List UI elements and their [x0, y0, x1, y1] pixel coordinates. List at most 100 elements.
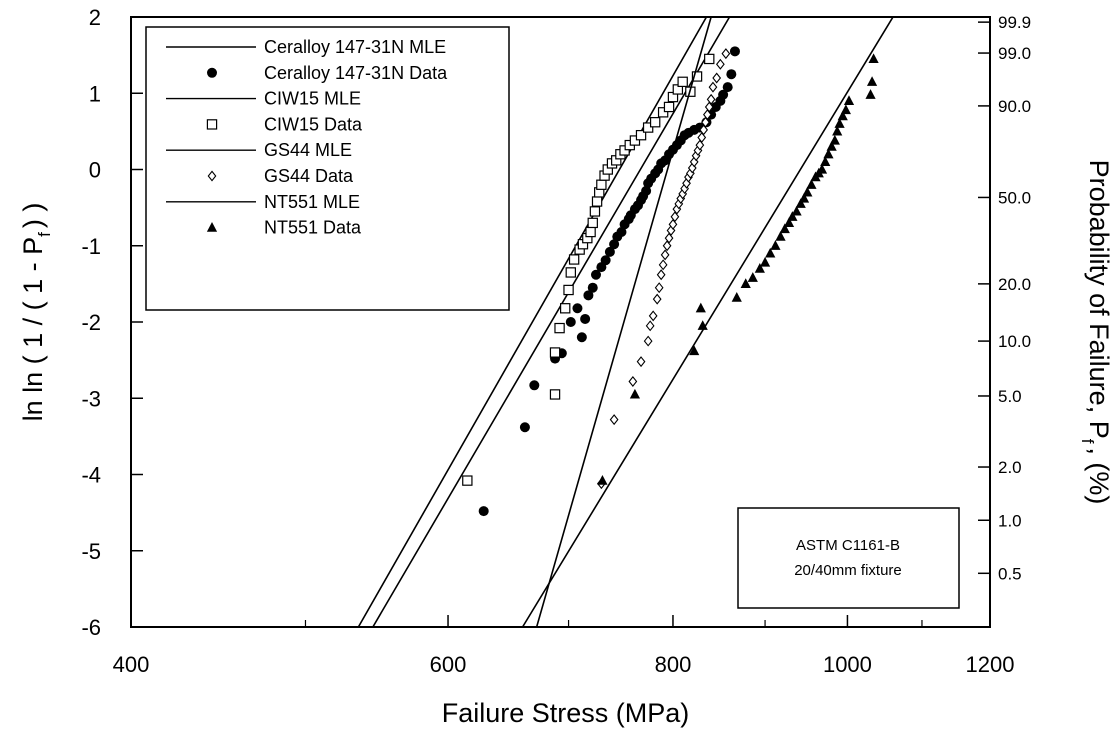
- series-ceralloy-147-31n-data: [478, 46, 740, 517]
- legend-entry: GS44 Data: [207, 166, 354, 186]
- legend-marker-swatch: [206, 119, 218, 130]
- data-point: [704, 101, 714, 113]
- y2-tick-label: 99.9: [998, 13, 1031, 32]
- y-axis-title-subscript: f: [35, 232, 54, 237]
- data-point: [715, 58, 725, 70]
- data-point: [795, 198, 806, 208]
- legend-entry: CIW15 Data: [206, 114, 363, 134]
- legend-label: CIW15 MLE: [264, 89, 361, 109]
- data-point: [549, 347, 561, 358]
- data-point: [826, 141, 837, 151]
- y2-tick-label: 99.0: [998, 44, 1031, 63]
- data-point: [609, 414, 619, 426]
- data-point: [670, 211, 680, 223]
- data-point: [695, 302, 706, 313]
- y-axis-title: ln ln ( 1 / ( 1 - Pf) ): [18, 203, 54, 422]
- data-point: [779, 223, 790, 234]
- y-tick-label: -1: [81, 234, 101, 259]
- data-point: [600, 255, 611, 266]
- data-point: [806, 179, 817, 189]
- y2-tick-label: 50.0: [998, 188, 1031, 207]
- x-tick-label: 400: [113, 652, 150, 677]
- data-point: [649, 117, 661, 128]
- legend-marker-swatch: [207, 170, 217, 182]
- x-tick-label: 1000: [823, 652, 872, 677]
- legend-label: NT551 Data: [264, 218, 362, 238]
- legend-label: CIW15 Data: [264, 114, 363, 134]
- x-axis-title: Failure Stress (MPa): [442, 698, 690, 728]
- y2-axis-title-subscript: f: [1078, 439, 1097, 444]
- x-tick-label: 800: [655, 652, 692, 677]
- legend-box: [145, 26, 510, 311]
- data-point: [721, 48, 731, 60]
- data-point: [816, 163, 828, 174]
- y2-tick-label: 10.0: [998, 332, 1031, 351]
- y-axis-title-end: ) ): [18, 203, 48, 228]
- data-point: [585, 226, 596, 238]
- data-point: [722, 82, 733, 93]
- data-point: [829, 134, 840, 145]
- data-point: [565, 317, 576, 327]
- series-nt551-mle: [521, 17, 894, 627]
- series-ceralloy-147-31n-mle: [372, 17, 731, 627]
- data-point: [587, 282, 598, 293]
- data-point: [656, 269, 666, 281]
- y-tick-label: -4: [81, 463, 101, 488]
- data-point: [726, 69, 737, 80]
- mle-line: [535, 17, 712, 627]
- data-point: [765, 247, 776, 258]
- legend-entry: Ceralloy 147-31N MLE: [166, 37, 446, 57]
- data-point: [791, 205, 802, 216]
- legend-entry: CIW15 MLE: [166, 89, 361, 109]
- data-point: [568, 254, 580, 265]
- data-point: [664, 232, 674, 244]
- data-point: [798, 192, 810, 203]
- data-point: [629, 135, 641, 146]
- legend-label: NT551 MLE: [264, 192, 360, 212]
- data-point: [572, 303, 583, 314]
- mle-line: [357, 17, 708, 627]
- data-point: [704, 53, 715, 65]
- data-point: [697, 131, 707, 143]
- data-point: [554, 322, 565, 334]
- data-point: [657, 107, 669, 118]
- data-point: [787, 211, 798, 221]
- x-tick-label: 600: [430, 652, 467, 677]
- data-point: [865, 89, 876, 99]
- plot-frame: [130, 16, 991, 628]
- annotation-line: ASTM C1161-B: [796, 537, 900, 554]
- data-point: [576, 332, 587, 343]
- data-point: [654, 282, 664, 294]
- legend-label: Ceralloy 147-31N Data: [264, 63, 448, 83]
- series-gs44-mle: [535, 17, 712, 627]
- data-point: [820, 156, 831, 166]
- data-point: [731, 292, 742, 302]
- y2-axis-title-end: , (%): [1084, 447, 1114, 504]
- y-tick-label: -5: [81, 539, 101, 564]
- data-point: [596, 179, 607, 190]
- data-point: [652, 293, 662, 305]
- legend-label: Ceralloy 147-31N MLE: [264, 37, 446, 57]
- data-point: [868, 53, 879, 64]
- data-point: [563, 284, 574, 296]
- data-point: [840, 104, 851, 115]
- data-point: [560, 303, 571, 314]
- data-point: [591, 196, 603, 207]
- data-point: [641, 185, 652, 196]
- legend-marker-swatch: [206, 222, 218, 232]
- y-tick-label: -3: [81, 386, 101, 411]
- data-point: [660, 249, 670, 261]
- data-point: [648, 310, 658, 322]
- legend-marker-swatch: [207, 67, 217, 78]
- data-point: [628, 375, 638, 387]
- data-point: [718, 89, 729, 100]
- data-point: [529, 380, 540, 391]
- data-point: [519, 422, 530, 433]
- data-point: [662, 240, 672, 252]
- data-point: [677, 76, 688, 88]
- series-ciw15-data: [462, 53, 715, 486]
- mle-line: [372, 17, 731, 627]
- data-point: [783, 217, 795, 227]
- y2-tick-label: 20.0: [998, 275, 1031, 294]
